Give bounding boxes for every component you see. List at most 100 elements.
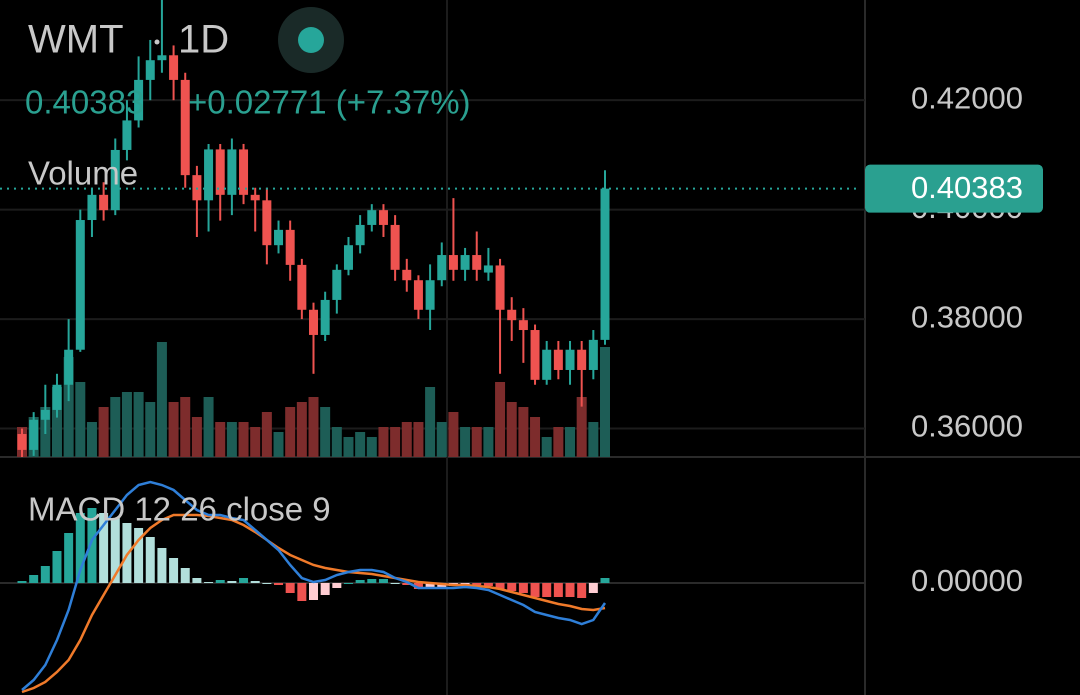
candle-body [239,149,249,195]
candle-body [122,120,132,150]
macd-histogram-bar [180,568,190,583]
volume-bar [121,392,132,457]
candle-body [110,149,120,211]
macd-histogram-bar [250,581,260,583]
macd-histogram-bar [134,528,144,583]
volume-bar [226,422,237,457]
macd-histogram-bar [169,558,179,583]
volume-bar [401,422,412,457]
volume-bar [471,427,482,457]
status-dot [298,27,324,53]
volume-bar [320,407,331,457]
macd-histogram-bar [320,583,330,595]
macd-macd-line [21,480,607,691]
candle-body [542,349,552,380]
macd-histogram-bar [29,575,39,583]
interval: 1D [178,18,229,62]
candle-body [343,245,353,270]
candle-body [274,229,284,246]
volume-bar [156,342,167,457]
candle-body [262,200,272,246]
volume-bar [588,422,599,457]
candle-body [285,229,295,265]
macd-histogram-bar [483,583,493,586]
macd-histogram-bar [507,583,517,591]
volume-bar [518,407,529,457]
candle-body [472,255,482,270]
macd-histogram-bar [52,551,62,583]
macd-histogram-bar [274,583,284,585]
candle-body [250,194,260,201]
macd-histogram-bar [309,583,318,600]
macd-histogram-bar [145,537,155,583]
candle-body [29,419,39,450]
macd-histogram-bar [64,533,74,583]
macd-histogram-bar [332,583,342,588]
volume-bar [355,432,366,457]
candle-body [134,79,144,121]
volume-bar [273,432,284,457]
candle-body [309,309,318,335]
macd-histogram-bar [192,578,202,583]
macd-histogram-bar [530,583,540,597]
macd-histogram-bar [87,508,97,583]
volume-bar [285,407,296,457]
volume-bar [296,402,307,457]
macd-histogram-bar [239,578,249,583]
macd-histogram-bar [518,583,528,593]
macd-histogram-bar [204,582,214,583]
volume-bar [366,437,377,457]
volume-bar [145,402,156,457]
volume-bar [390,427,401,457]
macd-tick-label: 0.00000 [911,563,1023,598]
volume-bar [331,427,342,457]
volume-bar [203,397,214,457]
y-tick-label: 0.42000 [911,80,1023,115]
volume-bar [576,397,587,457]
candle-body [145,60,155,80]
volume-bar [261,412,272,457]
macd-histogram-bar [425,583,435,588]
candle-body [425,280,435,310]
macd-histogram-bar [40,566,50,583]
candle-body [507,309,517,321]
macd-histogram-bar [215,580,225,583]
candle-body [577,349,587,370]
candle-body [75,220,85,350]
candle-body [378,210,388,225]
volume-bar [98,407,109,457]
volume-bar [215,422,226,457]
candle-body [483,265,493,273]
volume-bar [133,392,144,457]
candle-body [297,264,307,310]
volume-bar [565,427,576,457]
candle-body [437,255,447,281]
macd-signal-line [21,513,606,694]
volume-bar [600,347,610,457]
candle-body [355,224,365,246]
price-change: +0.02771 (+7.37%) [188,84,471,121]
volume-bar [483,427,494,457]
macd-histogram-bar [542,583,552,597]
volume-bar [495,382,506,457]
last-price: 0.40383 [25,84,144,121]
y-tick-label: 0.44000 [911,0,1023,6]
volume-bar [180,397,191,457]
candle-body [227,149,237,195]
macd-histogram-bar [285,583,295,593]
last-price-tag [865,164,1043,213]
last-price-label: 0.40383 [911,170,1023,205]
candle-body [495,265,505,310]
candle-body [52,384,62,410]
macd-label: MACD 12 26 close 9 [28,491,331,528]
volume-label: Volume [28,155,138,192]
macd-histogram-bar [157,548,167,583]
macd-histogram-bar [413,583,423,589]
volume-bar [425,387,436,457]
candle-body [17,434,27,450]
macd-histogram-bar [343,583,353,584]
candle-body [87,194,97,221]
candle-body [157,55,167,61]
